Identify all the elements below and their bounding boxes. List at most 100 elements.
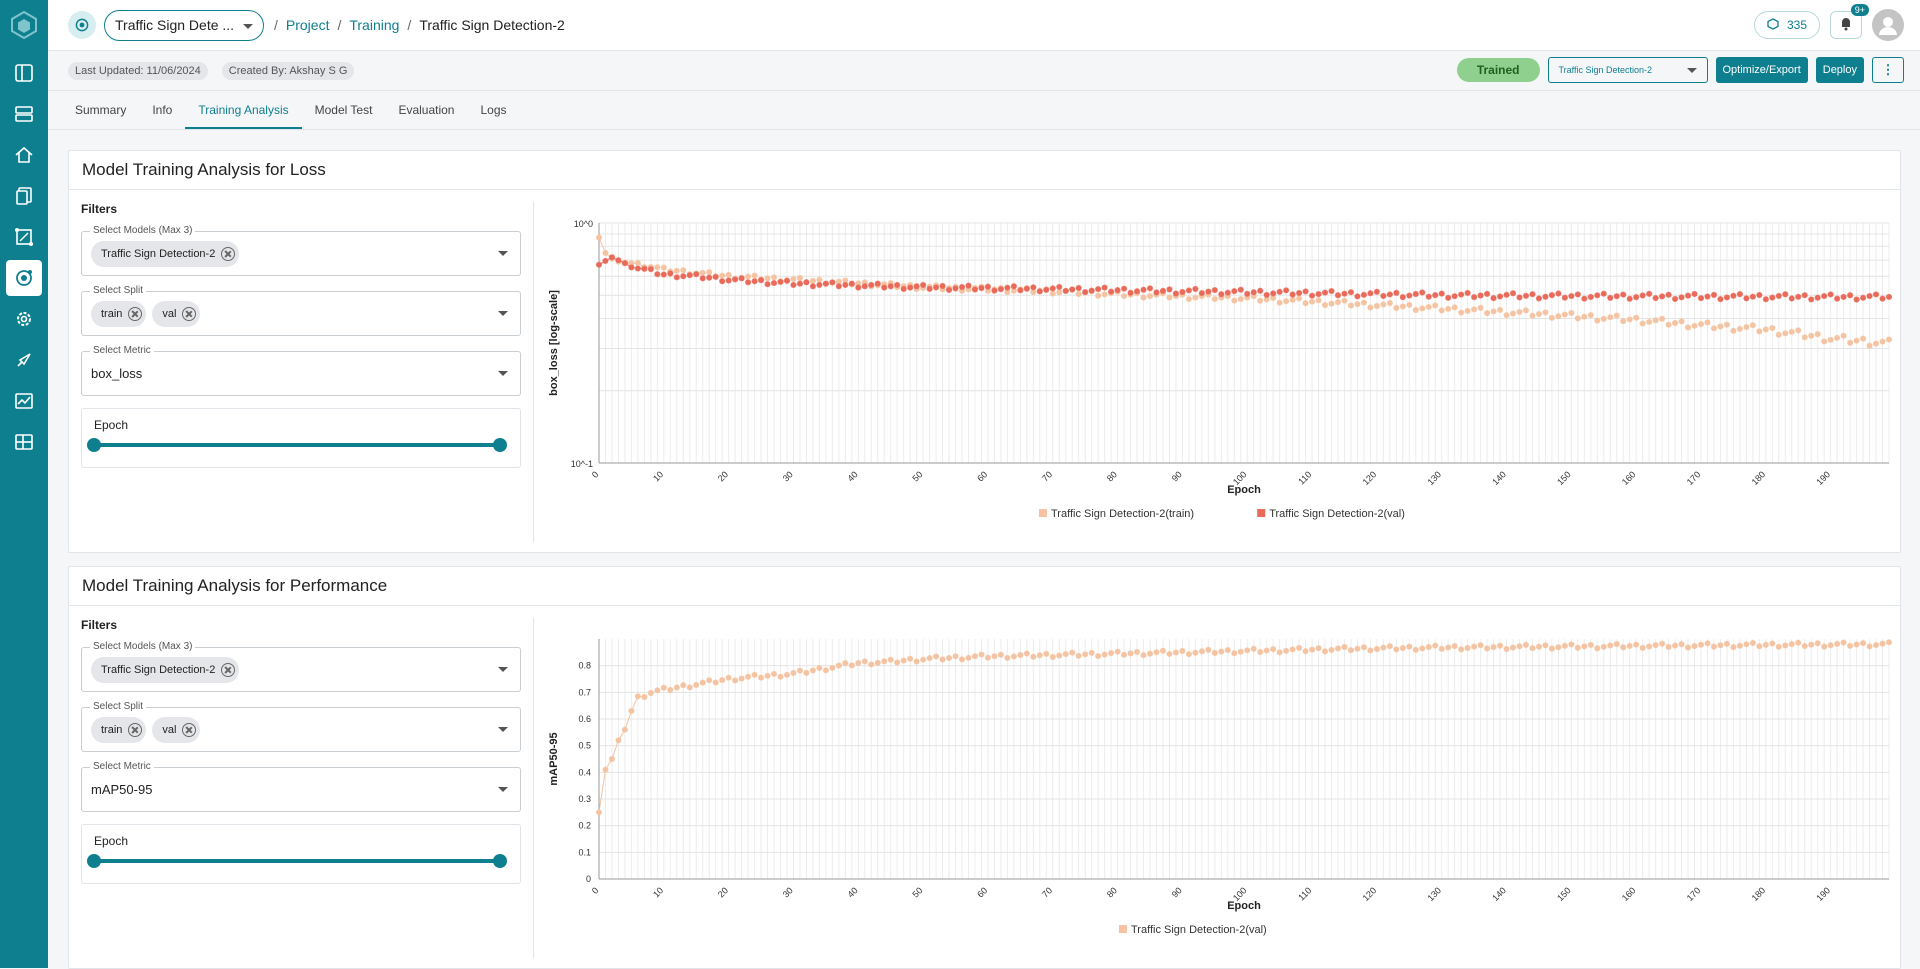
remove-chip-icon[interactable] bbox=[128, 306, 143, 321]
data-point bbox=[809, 277, 817, 284]
data-point bbox=[1633, 314, 1640, 321]
data-point bbox=[641, 265, 648, 272]
notifications-button[interactable]: 9+ bbox=[1830, 4, 1869, 39]
epoch-slider[interactable] bbox=[87, 854, 507, 868]
slider-thumb-end[interactable] bbox=[493, 854, 507, 868]
annotation-icon[interactable] bbox=[6, 219, 42, 255]
metric-select[interactable]: Select Metric box_loss bbox=[81, 345, 521, 396]
field-label: Select Metric bbox=[90, 345, 154, 356]
data-point bbox=[1004, 284, 1011, 291]
remove-chip-icon[interactable] bbox=[221, 662, 236, 677]
documents-icon[interactable] bbox=[6, 178, 42, 214]
data-point bbox=[1522, 292, 1530, 299]
deploy-button[interactable]: Deploy bbox=[1815, 57, 1864, 83]
data-point bbox=[1769, 640, 1776, 647]
credits-button[interactable]: 335 bbox=[1753, 11, 1820, 39]
data-point bbox=[816, 281, 823, 289]
data-point bbox=[1146, 650, 1154, 657]
remove-chip-icon[interactable] bbox=[182, 306, 197, 321]
slider-thumb-start[interactable] bbox=[87, 438, 101, 452]
tab-summary[interactable]: Summary bbox=[75, 103, 127, 117]
breadcrumb-training[interactable]: Training bbox=[349, 17, 400, 33]
data-point bbox=[1814, 294, 1821, 301]
data-point bbox=[1393, 304, 1400, 312]
metric-select[interactable]: Select Metric mAP50-95 bbox=[81, 761, 521, 812]
tab-info[interactable]: Info bbox=[152, 103, 173, 117]
x-tick-label: 80 bbox=[1105, 885, 1119, 899]
avatar[interactable] bbox=[1872, 9, 1904, 41]
data-point bbox=[1730, 292, 1737, 299]
data-point bbox=[1302, 300, 1309, 307]
data-point bbox=[1399, 303, 1406, 310]
deploy-icon[interactable] bbox=[6, 342, 42, 378]
slider-thumb-end[interactable] bbox=[493, 438, 507, 452]
remove-chip-icon[interactable] bbox=[128, 722, 143, 737]
dashboard-icon[interactable] bbox=[6, 55, 42, 91]
data-point bbox=[1529, 291, 1536, 298]
data-point bbox=[1296, 644, 1303, 652]
data-point bbox=[712, 273, 719, 281]
tab-training-analysis[interactable]: Training Analysis bbox=[185, 92, 302, 129]
model-select[interactable]: Traffic Sign Detection-2 bbox=[1547, 57, 1708, 83]
more-options-button[interactable]: ⋮ bbox=[1872, 57, 1904, 83]
data-point bbox=[1218, 291, 1225, 298]
data-point bbox=[1406, 643, 1413, 650]
data-point bbox=[1166, 650, 1173, 658]
top-bar: Traffic Sign Dete ... / Project / Traini… bbox=[48, 0, 1920, 51]
data-point bbox=[913, 658, 920, 665]
data-point bbox=[1296, 295, 1303, 302]
data-point bbox=[1146, 285, 1154, 292]
data-point bbox=[1315, 645, 1322, 652]
data-point bbox=[796, 280, 804, 287]
data-point bbox=[706, 269, 713, 276]
epoch-slider[interactable] bbox=[87, 438, 507, 452]
tab-evaluation[interactable]: Evaluation bbox=[398, 103, 455, 117]
split-select[interactable]: Select Split train val bbox=[81, 701, 521, 752]
data-point bbox=[1380, 292, 1387, 300]
settings-icon[interactable] bbox=[6, 301, 42, 337]
project-select[interactable]: Traffic Sign Dete ... bbox=[104, 9, 264, 41]
remove-chip-icon[interactable] bbox=[182, 722, 197, 737]
x-tick-label: 90 bbox=[1170, 469, 1184, 483]
data-point bbox=[686, 272, 693, 279]
optimize-export-button[interactable]: Optimize/Export bbox=[1715, 57, 1808, 83]
data-point bbox=[770, 274, 778, 281]
data-point bbox=[1062, 650, 1069, 658]
monitor-icon[interactable] bbox=[6, 383, 42, 419]
tab-logs[interactable]: Logs bbox=[480, 103, 507, 117]
tab-model-test[interactable]: Model Test bbox=[314, 103, 373, 117]
data-point bbox=[1866, 342, 1873, 349]
data-point bbox=[945, 286, 953, 294]
breadcrumb-project[interactable]: Project bbox=[285, 17, 330, 33]
data-point bbox=[1872, 340, 1880, 347]
data-point bbox=[1762, 326, 1769, 333]
data-point bbox=[1477, 304, 1484, 311]
dataset-icon[interactable] bbox=[6, 96, 42, 132]
data-point bbox=[1075, 652, 1082, 659]
y-axis-label: mAP50-95 bbox=[548, 732, 560, 785]
report-icon[interactable] bbox=[6, 424, 42, 460]
logo-icon[interactable] bbox=[0, 0, 48, 50]
data-point bbox=[1509, 310, 1517, 317]
data-point bbox=[1445, 305, 1452, 313]
data-point bbox=[1172, 649, 1180, 656]
data-point bbox=[1198, 648, 1205, 655]
data-point bbox=[634, 265, 641, 272]
home-icon[interactable] bbox=[6, 137, 42, 173]
data-point bbox=[1237, 648, 1244, 655]
data-point bbox=[1354, 645, 1361, 652]
info-bar-actions: Trained Traffic Sign Detection-2 Optimiz… bbox=[1456, 57, 1904, 83]
remove-chip-icon[interactable] bbox=[221, 246, 236, 261]
models-select[interactable]: Select Models (Max 3) Traffic Sign Detec… bbox=[81, 225, 521, 276]
data-point bbox=[654, 264, 661, 271]
split-select[interactable]: Select Split train val bbox=[81, 285, 521, 336]
models-select[interactable]: Select Models (Max 3) Traffic Sign Detec… bbox=[81, 641, 521, 692]
slider-thumb-start[interactable] bbox=[87, 854, 101, 868]
data-point bbox=[1399, 644, 1406, 652]
data-point bbox=[1224, 289, 1231, 296]
data-point bbox=[868, 661, 875, 668]
data-point bbox=[1412, 646, 1419, 653]
training-icon[interactable] bbox=[6, 260, 42, 296]
data-point bbox=[1503, 291, 1510, 298]
project-icon[interactable] bbox=[68, 11, 96, 39]
